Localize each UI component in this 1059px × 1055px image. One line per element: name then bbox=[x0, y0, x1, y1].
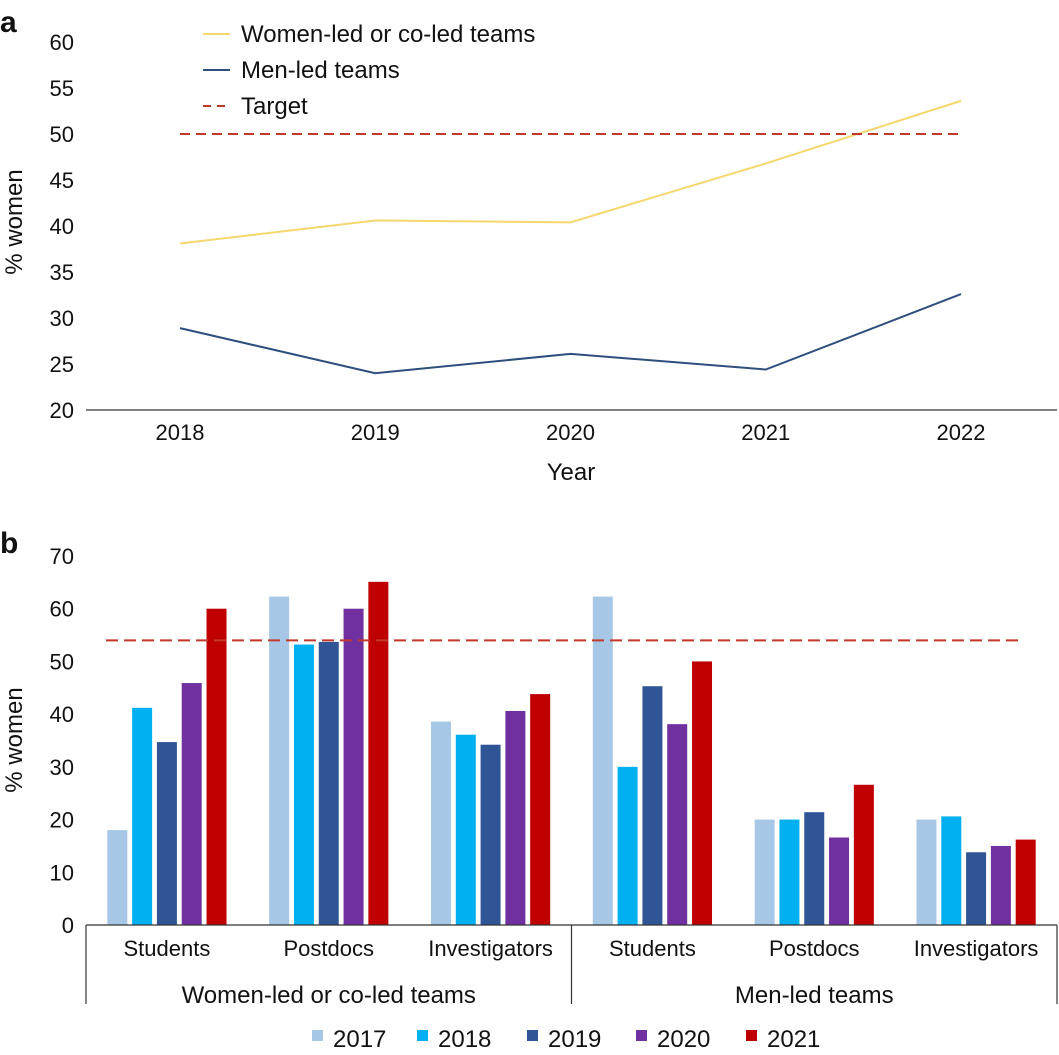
panel-b-group-labels: Women-led or co-led teams Men-led teams bbox=[182, 982, 894, 1009]
panel-a-line-chart: a 20 25 30 35 40 45 50 55 60 2018 2019 2020 2021 202… bbox=[0, 6, 1057, 486]
line-series-women-led-or-co-led-teams bbox=[179, 99, 962, 245]
legend-label: 2020 bbox=[657, 1026, 710, 1053]
category-label: Postdocs bbox=[769, 936, 860, 961]
bar-2019 bbox=[156, 742, 177, 925]
bar-2017 bbox=[430, 721, 451, 925]
x-tick-label: 2021 bbox=[741, 420, 790, 445]
y-tick-label: 70 bbox=[50, 544, 74, 569]
bar-2019 bbox=[318, 641, 339, 925]
legend-label: 2021 bbox=[767, 1026, 820, 1053]
y-tick-label: 60 bbox=[50, 597, 74, 622]
bar-2021 bbox=[1015, 839, 1036, 925]
legend-label: 2019 bbox=[548, 1026, 601, 1053]
y-tick-label: 60 bbox=[50, 30, 74, 55]
bar-2018 bbox=[455, 734, 476, 925]
legend-label: Target bbox=[241, 93, 308, 120]
y-tick-label: 20 bbox=[50, 808, 74, 833]
bar-2017 bbox=[916, 819, 937, 925]
group-label: Men-led teams bbox=[735, 982, 894, 1009]
legend-swatch bbox=[746, 1030, 757, 1041]
category-label: Investigators bbox=[914, 936, 1039, 961]
legend-label: 2017 bbox=[333, 1026, 386, 1053]
bar-2017 bbox=[592, 596, 613, 925]
bar-2021 bbox=[368, 581, 389, 925]
legend-swatch bbox=[312, 1030, 323, 1041]
y-tick-label: 30 bbox=[50, 306, 74, 331]
legend-label: Women-led or co-led teams bbox=[241, 21, 535, 48]
y-tick-label: 40 bbox=[50, 214, 74, 239]
legend-label: Men-led teams bbox=[241, 57, 400, 84]
bar-2020 bbox=[181, 683, 202, 925]
x-tick-label: 2018 bbox=[156, 420, 205, 445]
y-tick-label: 45 bbox=[50, 168, 74, 193]
bar-2017 bbox=[107, 830, 128, 925]
bar-2021 bbox=[530, 694, 551, 925]
bar-2018 bbox=[617, 766, 638, 925]
bar-2021 bbox=[853, 784, 874, 925]
panel-b-category-labels: Students Postdocs Investigators Students Pos… bbox=[123, 936, 1038, 961]
legend-swatch bbox=[527, 1030, 538, 1041]
bar-2018 bbox=[293, 644, 314, 925]
y-tick-label: 25 bbox=[50, 352, 74, 377]
category-label: Investigators bbox=[428, 936, 553, 961]
panel-a-x-axis-label: Year bbox=[547, 459, 596, 486]
panel-a-series bbox=[179, 99, 962, 375]
bar-2019 bbox=[642, 686, 663, 925]
legend-swatch bbox=[636, 1030, 647, 1041]
y-tick-label: 10 bbox=[50, 860, 74, 885]
bar-2021 bbox=[692, 661, 713, 925]
legend-swatch bbox=[417, 1030, 428, 1041]
y-tick-label: 40 bbox=[50, 702, 74, 727]
y-tick-label: 30 bbox=[50, 755, 74, 780]
bar-2020 bbox=[990, 845, 1011, 925]
bar-2019 bbox=[966, 852, 987, 925]
y-tick-label: 50 bbox=[50, 649, 74, 674]
category-label: Students bbox=[123, 936, 210, 961]
panel-b-y-ticks: 0 10 20 30 40 50 60 70 bbox=[50, 544, 74, 938]
x-tick-label: 2022 bbox=[937, 420, 986, 445]
bar-2019 bbox=[480, 744, 501, 925]
panel-a-legend: Women-led or co-led teams Men-led teams Ta… bbox=[203, 21, 535, 120]
y-tick-label: 55 bbox=[50, 76, 74, 101]
group-label: Women-led or co-led teams bbox=[182, 982, 476, 1009]
bar-2017 bbox=[269, 596, 290, 925]
y-tick-label: 0 bbox=[62, 913, 74, 938]
bar-2020 bbox=[505, 710, 526, 925]
bar-2019 bbox=[804, 812, 825, 925]
panel-b-bars bbox=[107, 581, 1036, 925]
panel-b-axes bbox=[85, 924, 1058, 1004]
bar-2018 bbox=[779, 819, 800, 925]
bar-2020 bbox=[829, 837, 850, 925]
panel-a-x-ticks: 2018 2019 2020 2021 2022 bbox=[156, 420, 986, 445]
y-tick-label: 50 bbox=[50, 122, 74, 147]
panel-a-y-axis-label: % women bbox=[1, 169, 28, 274]
x-tick-label: 2019 bbox=[351, 420, 400, 445]
panel-b-legend: 2017 2018 2019 2020 2021 bbox=[312, 1026, 820, 1053]
category-label: Students bbox=[609, 936, 696, 961]
bar-2021 bbox=[206, 608, 227, 925]
legend-label: 2018 bbox=[438, 1026, 491, 1053]
line-series-men-led-teams bbox=[179, 293, 962, 375]
panel-b-bar-chart: b 0 10 20 30 40 50 60 70 Students Postdocs Invest… bbox=[0, 527, 1058, 1053]
bar-2018 bbox=[132, 707, 153, 925]
y-tick-label: 35 bbox=[50, 260, 74, 285]
category-label: Postdocs bbox=[284, 936, 375, 961]
panel-label-a: a bbox=[0, 6, 17, 39]
panel-label-b: b bbox=[0, 527, 18, 560]
y-tick-label: 20 bbox=[50, 398, 74, 423]
bar-2018 bbox=[941, 816, 962, 925]
panel-a-y-ticks: 20 25 30 35 40 45 50 55 60 bbox=[50, 30, 74, 423]
bar-2017 bbox=[754, 819, 775, 925]
x-tick-label: 2020 bbox=[546, 420, 595, 445]
bar-2020 bbox=[343, 608, 364, 925]
panel-b-y-axis-label: % women bbox=[1, 687, 28, 792]
bar-2020 bbox=[667, 724, 688, 925]
